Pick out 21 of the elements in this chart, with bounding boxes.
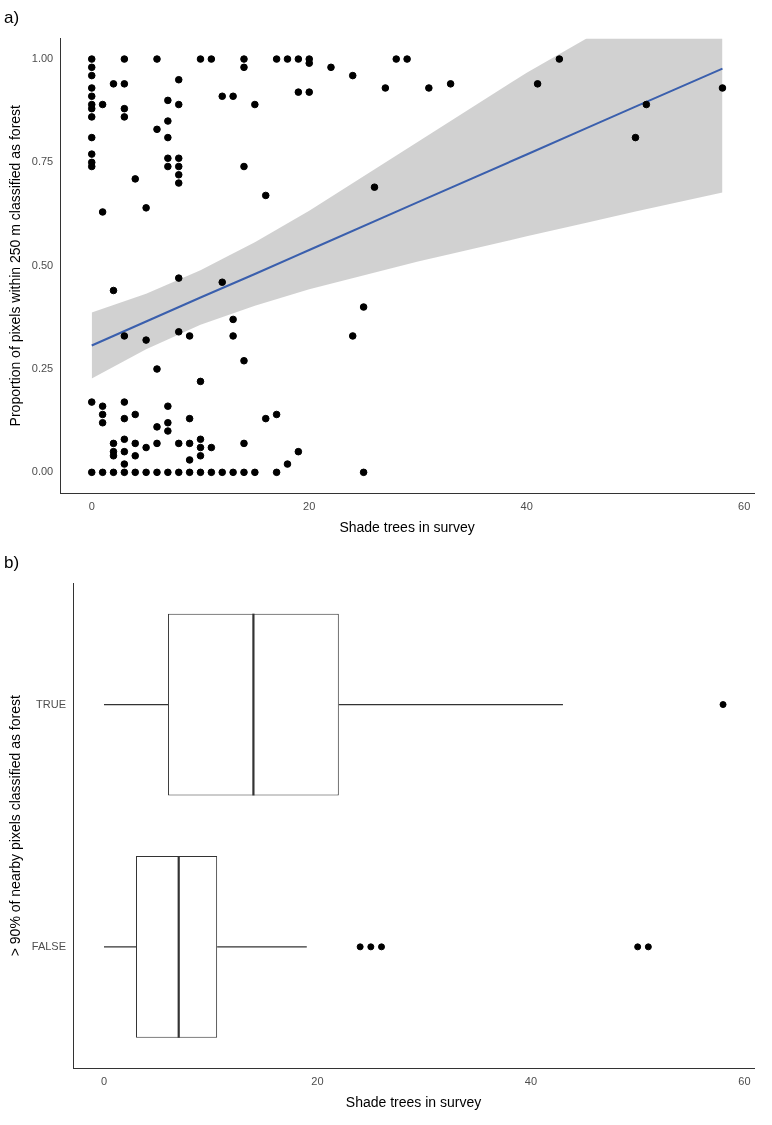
y-axis-title: Proportion of pixels within 250 m classified as forest <box>7 104 24 427</box>
x-tick-label: 20 <box>303 499 316 512</box>
chart-title: b) <box>4 552 20 572</box>
y-tick-label: FALSE <box>31 939 67 952</box>
x-tick-label: 20 <box>311 1074 324 1087</box>
y-tick-label: 1.00 <box>31 52 54 65</box>
x-tick-label: 60 <box>738 1074 751 1087</box>
chart-title: a) <box>4 7 20 27</box>
y-tick-label: 0.25 <box>31 362 54 375</box>
x-tick-label: 40 <box>520 499 533 512</box>
x-axis-title: Shade trees in survey <box>339 519 475 536</box>
x-tick-label: 0 <box>88 499 95 512</box>
x-tick-label: 40 <box>524 1074 538 1087</box>
x-tick-label: 60 <box>738 499 751 512</box>
x-tick-label: 0 <box>100 1074 108 1087</box>
y-tick-label: TRUE <box>36 697 67 710</box>
y-tick-label: 0.50 <box>31 258 54 271</box>
y-tick-label: 0.00 <box>31 465 54 478</box>
y-axis-title: > 90% of nearby pixels classified as forest <box>7 695 24 957</box>
x-axis-title: Shade trees in survey <box>345 1094 482 1111</box>
y-tick-label: 0.75 <box>31 155 54 168</box>
